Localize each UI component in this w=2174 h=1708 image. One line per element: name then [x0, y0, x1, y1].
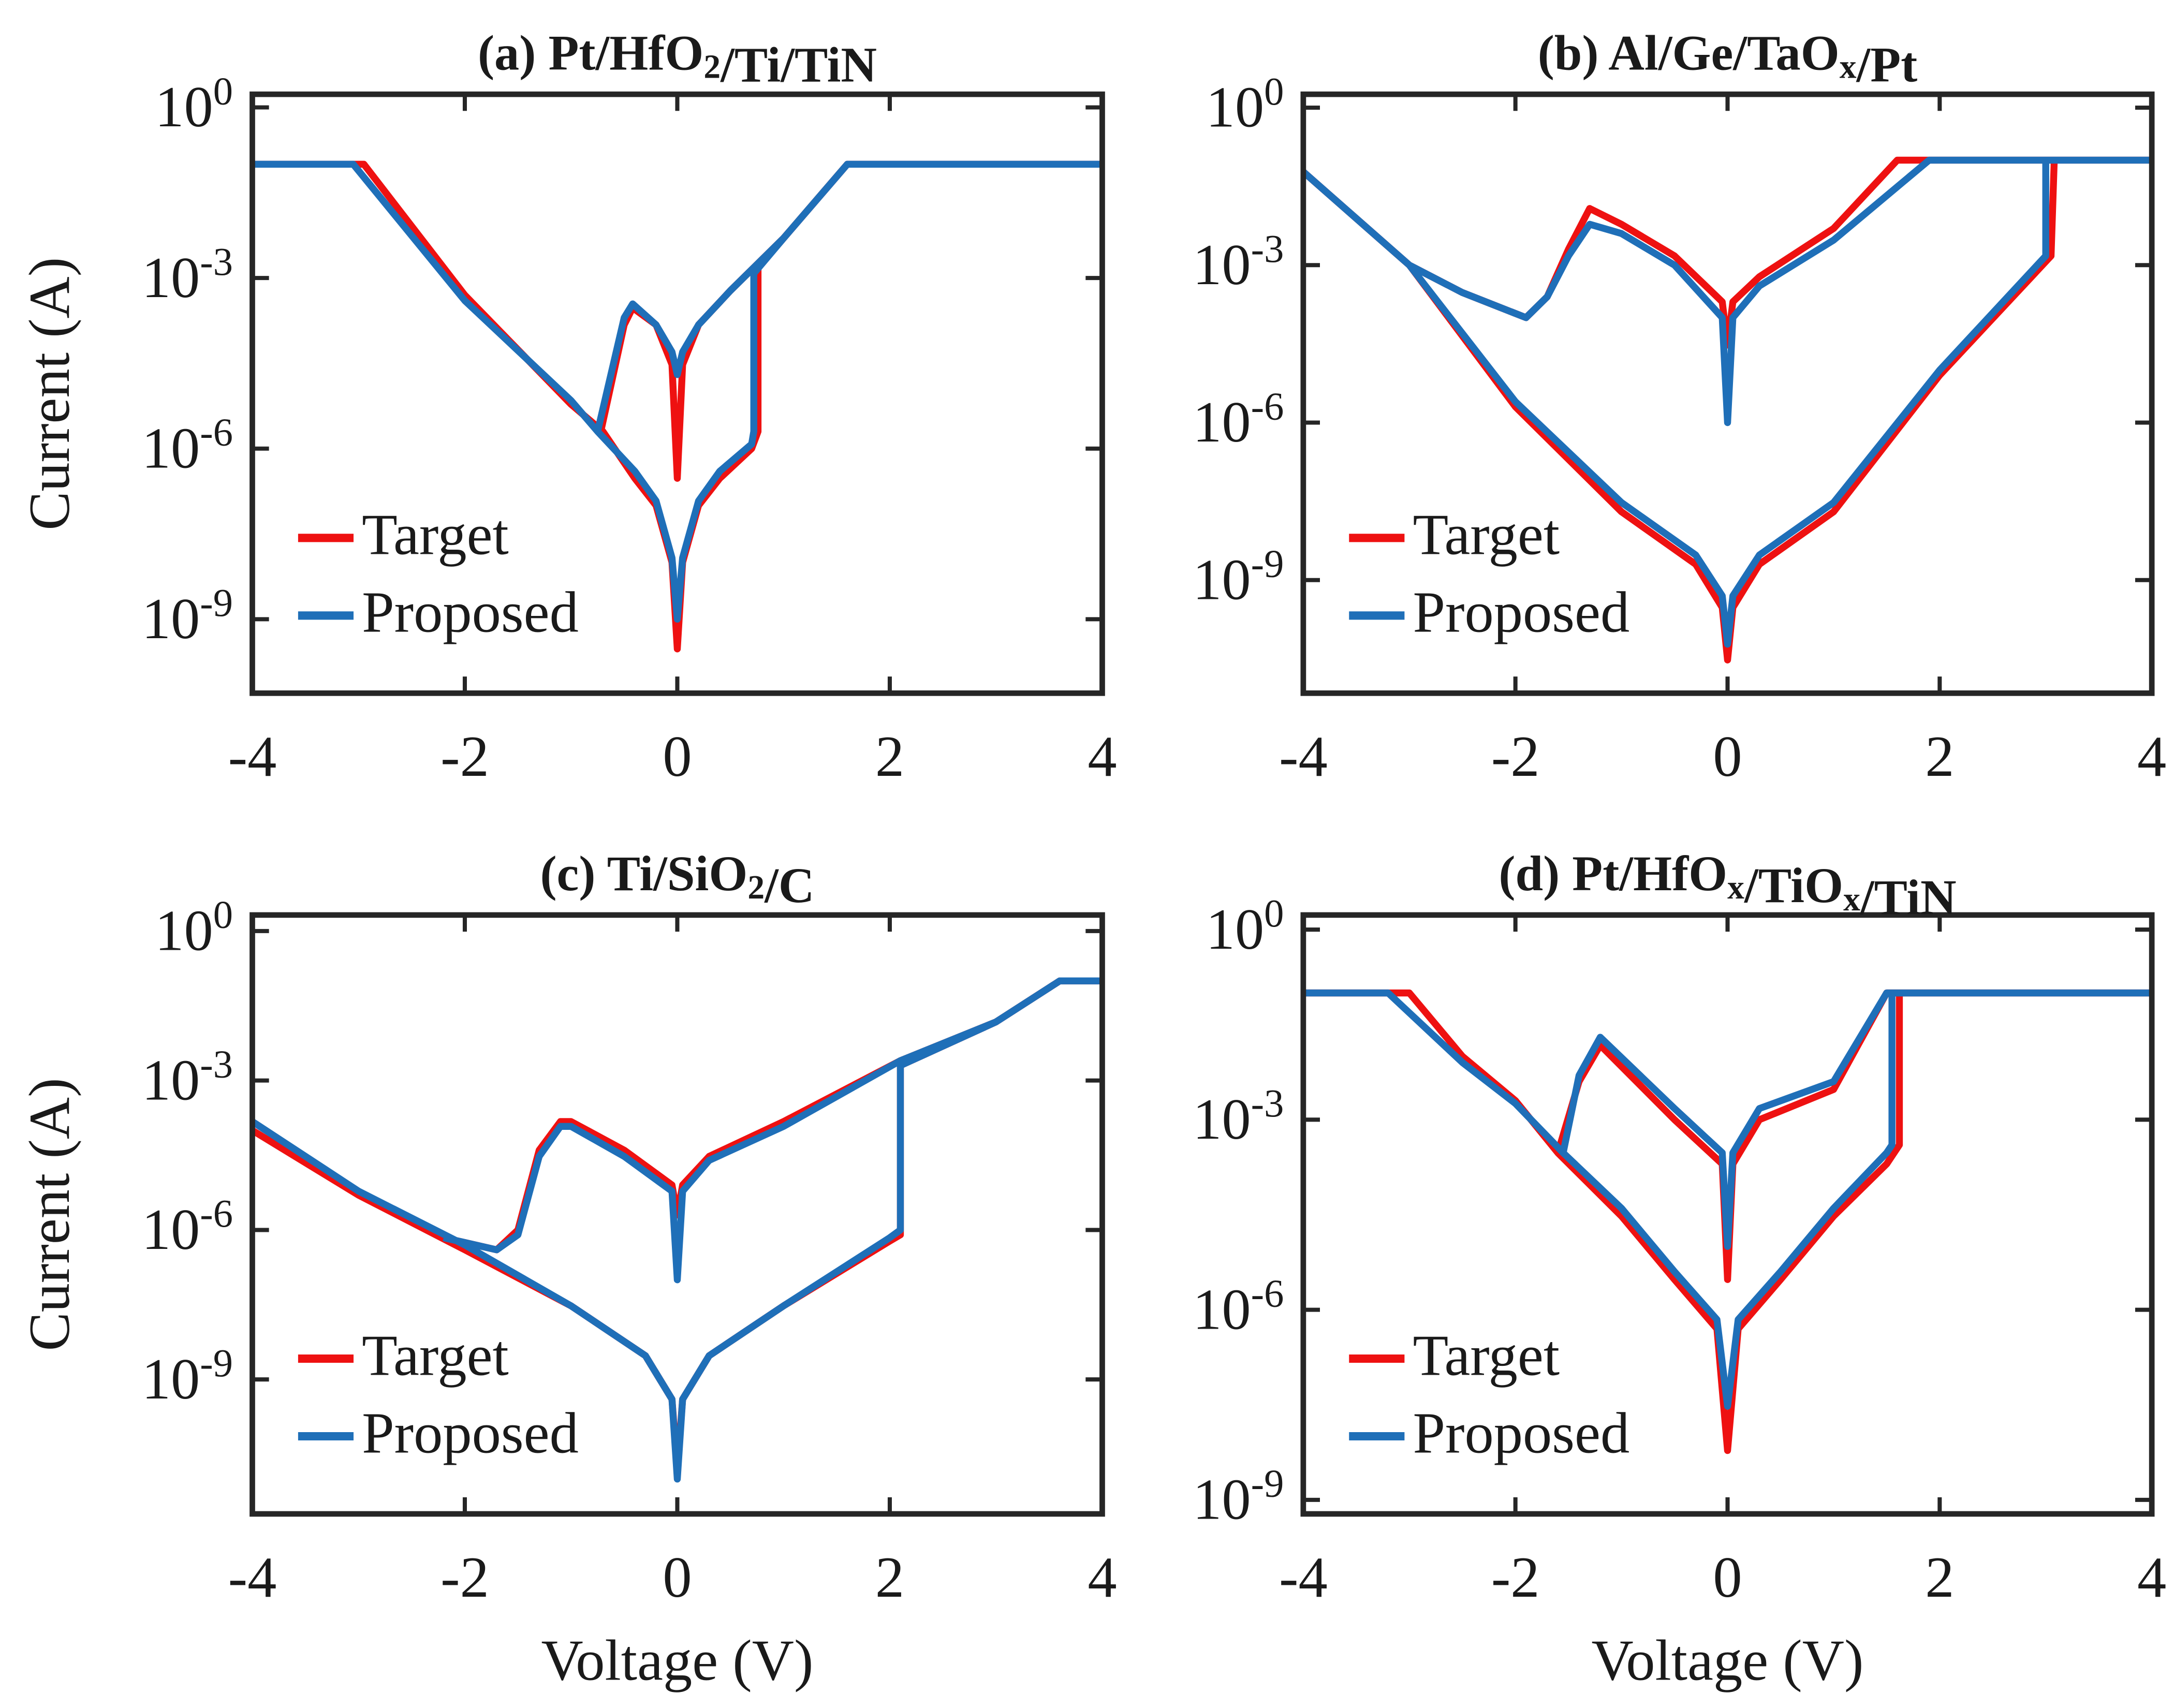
x-tick-label: -2 — [1491, 1545, 1540, 1610]
x-tick-label: 2 — [1925, 725, 1954, 789]
chart-title: (c) Ti/SiO2/C — [540, 846, 814, 913]
legend-label: Proposed — [362, 580, 579, 644]
y-tick-label: 10-6 — [1193, 384, 1284, 454]
y-tick-label: 10-3 — [1193, 227, 1284, 297]
legend-label: Target — [362, 1323, 509, 1388]
x-tick-label: 4 — [2137, 725, 2166, 789]
y-tick-label: 100 — [1206, 891, 1284, 962]
x-tick-label: 0 — [663, 1545, 692, 1610]
y-tick-label: 100 — [1206, 69, 1284, 140]
x-axis-label: Voltage (V) — [541, 1628, 814, 1692]
y-tick-label: 10-3 — [142, 240, 233, 310]
y-tick-label: 10-9 — [1193, 1462, 1284, 1532]
x-tick-label: 2 — [875, 725, 904, 789]
x-tick-label: -2 — [440, 1545, 489, 1610]
y-tick-label: 10-3 — [142, 1042, 233, 1113]
x-tick-label: -4 — [228, 1545, 277, 1610]
x-tick-label: 2 — [875, 1545, 904, 1610]
y-tick-label: 100 — [155, 69, 233, 139]
x-axis-label: Voltage (V) — [1592, 1628, 1864, 1692]
y-tick-label: 100 — [155, 893, 233, 963]
y-axis-label: Current (A) — [18, 1078, 82, 1351]
x-tick-label: 2 — [1925, 1545, 1954, 1610]
data-line — [252, 160, 1103, 623]
data-line — [1303, 989, 2152, 1410]
y-tick-label: 10-3 — [1193, 1081, 1284, 1152]
legend-label: Target — [362, 503, 509, 567]
legend-label: Target — [1413, 503, 1560, 567]
panel: -4 -2 0 2 4 100 10-3 10-6 10-9 (d) Pt/HfOx/TiOx/T… — [1193, 846, 2166, 1692]
legend-label: Proposed — [362, 1401, 579, 1465]
x-tick-label: -4 — [228, 725, 277, 789]
panel: -4 -2 0 2 4 100 10-3 10-6 10-9 (c) Ti/SiO2/C Curre… — [18, 846, 1117, 1692]
x-tick-label: -2 — [1491, 725, 1540, 789]
legend-label: Target — [1413, 1323, 1560, 1388]
y-tick-label: 10-9 — [142, 581, 233, 651]
x-tick-label: 4 — [1088, 725, 1117, 789]
data-line — [252, 977, 1103, 1483]
data-line — [1303, 156, 2152, 648]
y-tick-label: 10-9 — [1193, 542, 1284, 612]
panel: -4 -2 0 2 4 100 10-3 10-6 10-9 (b) Al/Ge/TaOx/Pt T… — [1193, 25, 2166, 789]
legend-label: Proposed — [1413, 1401, 1629, 1465]
chart-title: (b) Al/Ge/TaOx/Pt — [1538, 25, 1918, 93]
panel: -4 -2 0 2 4 100 10-3 10-6 10-9 (a) Pt/HfO2/Ti/TiN… — [18, 25, 1117, 789]
x-tick-label: -4 — [1279, 1545, 1328, 1610]
x-tick-label: 0 — [1713, 1545, 1742, 1610]
y-tick-label: 10-9 — [142, 1341, 233, 1411]
legend-label: Proposed — [1413, 580, 1629, 644]
x-tick-label: 0 — [663, 725, 692, 789]
y-tick-label: 10-6 — [142, 410, 233, 481]
chart-title: (d) Pt/HfOx/TiOx/TiN — [1499, 846, 1956, 925]
y-tick-label: 10-6 — [142, 1191, 233, 1262]
y-tick-label: 10-6 — [1193, 1271, 1284, 1342]
x-tick-label: 4 — [1088, 1545, 1117, 1610]
x-tick-label: -4 — [1279, 725, 1328, 789]
x-tick-label: 0 — [1713, 725, 1742, 789]
y-axis-label: Current (A) — [18, 257, 82, 531]
chart-title: (a) Pt/HfO2/Ti/TiN — [478, 25, 877, 93]
x-tick-label: 4 — [2137, 1545, 2166, 1610]
data-line — [252, 160, 1103, 653]
x-tick-label: -2 — [440, 725, 489, 789]
